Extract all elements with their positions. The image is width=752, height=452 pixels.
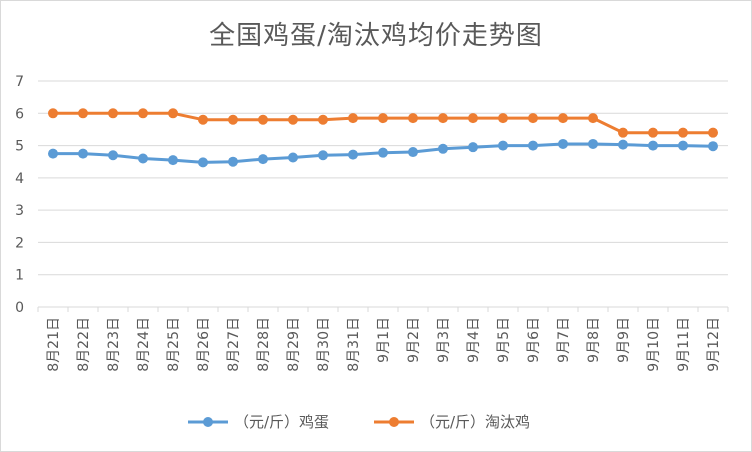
x-axis-ticks: 8月21日 8月22日 8月23日 8月24日 8月25日 8月26日 8月27日 8月28日… [37,307,729,372]
x-tick-label: 8月29日 [286,317,302,372]
data-point [228,156,238,167]
x-tick-label: 8月30日 [316,317,332,372]
data-point [348,149,358,160]
legend-label: （元/斤）鸡蛋 [234,413,329,431]
x-tick-label: 8月28日 [256,317,272,372]
x-tick-label: 9月6日 [526,317,542,363]
series-1 [48,108,718,138]
x-tick-label: 8月26日 [196,317,212,372]
data-point [468,142,478,153]
data-point [288,114,298,125]
x-tick-label: 8月31日 [346,317,362,372]
data-point [678,127,688,138]
data-point [288,152,298,163]
data-point [408,113,418,124]
data-point [198,157,208,168]
x-tick-label: 8月27日 [226,317,242,372]
data-point [438,113,448,124]
data-point [708,141,718,152]
x-tick-label: 9月8日 [586,317,602,363]
data-point [528,140,538,151]
data-point [618,139,628,150]
data-point [408,147,418,158]
data-point [528,113,538,124]
data-point [648,127,658,138]
series-lines [48,108,718,168]
x-tick-label: 9月2日 [406,317,422,363]
data-point [78,148,88,159]
x-tick-label: 9月10日 [646,317,662,372]
x-tick-label: 9月5日 [496,317,512,363]
data-point [48,148,58,159]
data-point [558,138,568,149]
x-tick-label: 8月23日 [106,317,122,372]
x-tick-label: 8月24日 [136,317,152,372]
x-tick-label: 9月9日 [616,317,632,363]
data-point [138,108,148,119]
legend-item: （元/斤）鸡蛋 [188,413,329,431]
data-point [108,150,118,161]
x-tick-label: 9月11日 [676,317,692,372]
x-tick-label: 9月4日 [466,317,482,363]
y-tick-label: 2 [15,235,24,251]
data-point [618,127,628,138]
data-point [348,113,358,124]
data-point [138,153,148,164]
series-0 [48,138,718,168]
grid-lines [38,80,728,308]
x-tick-label: 9月1日 [376,317,392,363]
y-tick-label: 1 [15,268,24,284]
data-point [198,114,208,125]
data-point [108,108,118,119]
y-tick-label: 0 [15,300,24,316]
data-point [318,150,328,161]
data-point [378,113,388,124]
data-point [708,127,718,138]
data-point [318,114,328,125]
data-point [588,113,598,124]
y-tick-label: 4 [15,171,24,187]
chart-title: 全国鸡蛋/淘汰鸡均价走势图 [209,21,543,51]
data-point [588,138,598,149]
data-point [258,154,268,165]
x-tick-label: 9月3日 [436,317,452,363]
legend-marker [389,417,399,427]
x-tick-label: 8月22日 [76,317,92,372]
y-tick-label: 6 [15,106,24,122]
legend-label: （元/斤）淘汰鸡 [420,413,530,431]
data-point [258,114,268,125]
data-point [168,108,178,119]
x-tick-label: 9月12日 [706,317,722,372]
data-point [498,113,508,124]
x-tick-label: 9月7日 [556,317,572,363]
legend-marker [203,417,213,427]
data-point [228,114,238,125]
x-tick-label: 8月21日 [46,317,62,372]
data-point [678,140,688,151]
data-point [438,143,448,154]
data-point [648,140,658,151]
data-point [378,147,388,158]
data-point [498,140,508,151]
y-tick-label: 7 [15,74,24,90]
x-tick-label: 8月25日 [166,317,182,372]
legend: （元/斤）鸡蛋 （元/斤）淘汰鸡 [188,413,530,431]
legend-item: （元/斤）淘汰鸡 [374,413,530,431]
y-tick-label: 3 [15,203,24,219]
data-point [558,113,568,124]
data-point [468,113,478,124]
y-axis-ticks: 0 1 2 3 4 5 6 7 [15,74,24,316]
y-tick-label: 5 [15,139,24,155]
data-point [78,108,88,119]
data-point [168,155,178,166]
data-point [48,108,58,119]
